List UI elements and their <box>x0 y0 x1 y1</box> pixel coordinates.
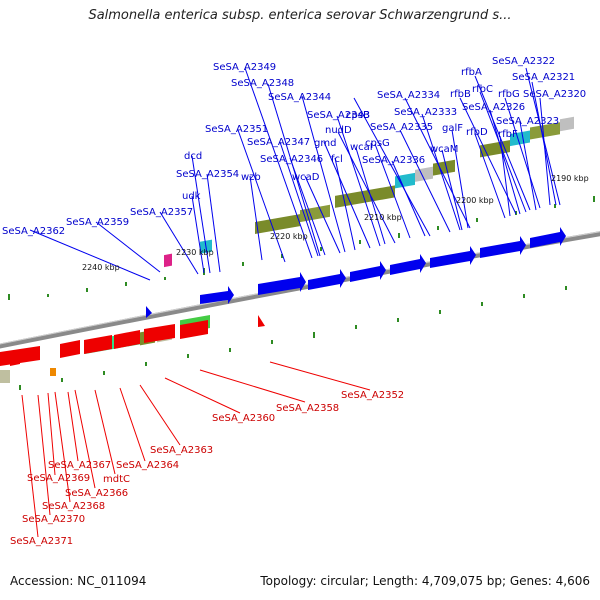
gene-label: fcl <box>331 154 343 165</box>
gene-label: rfbC <box>472 84 493 95</box>
gene-label: SeSA_A2346 <box>260 154 323 165</box>
gene-label: cpsB <box>346 110 370 121</box>
scale-label: 2230 kbp <box>176 248 214 257</box>
gene-label: wzb <box>241 172 261 183</box>
gene-label: gmd <box>314 138 336 149</box>
gene-label: SeSA_A2369 <box>27 473 90 484</box>
gene-label: SeSA_A2349 <box>213 62 276 73</box>
reverse-leader-lines <box>21 361 371 538</box>
gene-label: cpsG <box>365 138 390 149</box>
gene-label: SeSA_A2351 <box>205 124 268 135</box>
gene-label: SeSA_A2352 <box>341 390 404 401</box>
gene-label: SeSA_A2320 <box>523 89 586 100</box>
gene-label: SeSA_A2360 <box>212 413 275 424</box>
gene-label: SeSA_A2358 <box>276 403 339 414</box>
gene-label: SeSA_A2363 <box>150 445 213 456</box>
gene-label: SeSA_A2357 <box>130 207 193 218</box>
scale-label: 2190 kbp <box>551 174 589 183</box>
gene-label: SeSA_A2336 <box>362 155 425 166</box>
scale-label: 2220 kbp <box>270 232 308 241</box>
gene-label: SeSA_A2359 <box>66 217 129 228</box>
gene-label: galF <box>442 123 463 134</box>
gene-label: SeSA_A2333 <box>394 107 457 118</box>
scale-label: 2210 kbp <box>364 213 402 222</box>
reverse-genes <box>0 315 265 366</box>
gene-label: SeSA_A2362 <box>2 226 65 237</box>
gene-label: mdtC <box>103 474 130 485</box>
accession-text: Accession: NC_011094 <box>10 574 147 588</box>
gene-label: SeSA_A2347 <box>247 137 310 148</box>
gene-label: rfbA <box>461 67 482 78</box>
gene-label: SeSA_A2322 <box>492 56 555 67</box>
topology-text: Topology: circular; Length: 4,709,075 bp… <box>260 574 590 588</box>
gene-label: rfbF <box>498 129 518 140</box>
gene-label: SeSA_A2371 <box>10 536 73 547</box>
gene-label: wcaD <box>292 172 320 183</box>
forward-leader-lines <box>29 67 561 281</box>
gene-label: SeSA_A2367 <box>48 460 111 471</box>
gene-label: nudD <box>325 125 352 136</box>
gene-label: SeSA_A2364 <box>116 460 179 471</box>
gene-label: SeSA_A2321 <box>512 72 575 83</box>
gene-label: rfbB <box>450 89 471 100</box>
gene-label: wcaM <box>430 144 458 155</box>
gene-label: SeSA_A2344 <box>268 92 331 103</box>
scale-label: 2240 kbp <box>82 263 120 272</box>
gene-label: rfbD <box>466 127 488 138</box>
gene-label: SeSA_A2323 <box>496 116 559 127</box>
gene-label: rfbG <box>498 89 520 100</box>
gene-label: SeSA_A2326 <box>462 102 525 113</box>
gene-label: SeSA_A2334 <box>377 90 440 101</box>
scale-label: 2200 kbp <box>456 196 494 205</box>
gene-label: SeSA_A2343 <box>307 110 370 121</box>
gene-label: SeSA_A2348 <box>231 78 294 89</box>
gene-label: udk <box>182 191 201 202</box>
forward-genes <box>146 227 566 318</box>
gene-label: SeSA_A2335 <box>370 122 433 133</box>
scale-ticks <box>8 196 595 390</box>
gene-label: SeSA_A2354 <box>176 169 239 180</box>
gene-label: wcaI <box>350 142 373 153</box>
gene-label: dcd <box>184 151 202 162</box>
gene-label: SeSA_A2368 <box>42 501 105 512</box>
page-title: Salmonella enterica subsp. enterica sero… <box>88 8 512 23</box>
gene-label: SeSA_A2366 <box>65 488 128 499</box>
gene-label: SeSA_A2370 <box>22 514 85 525</box>
